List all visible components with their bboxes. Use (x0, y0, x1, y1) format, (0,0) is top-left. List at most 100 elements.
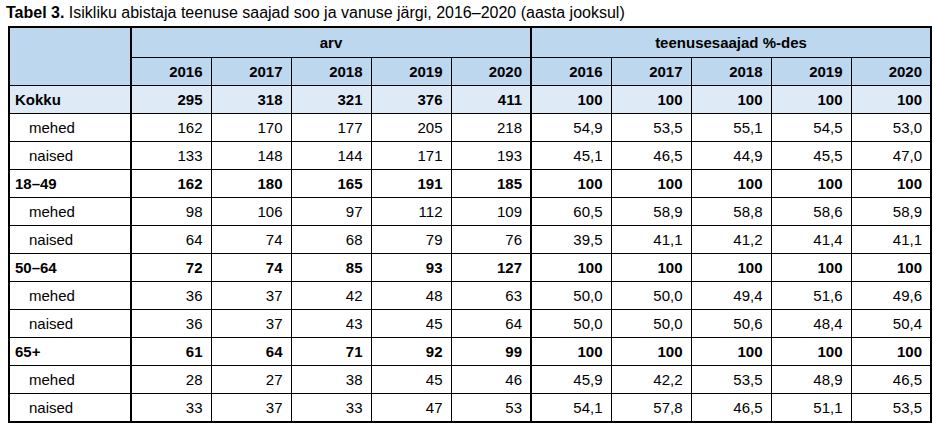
value-cell: 64 (451, 310, 531, 338)
value-cell: 93 (371, 254, 451, 282)
value-cell: 58,9 (611, 198, 691, 226)
value-cell: 148 (211, 142, 291, 170)
value-cell: 61 (131, 338, 211, 366)
row-label-cell: naised (9, 394, 131, 423)
value-cell: 53,5 (691, 366, 771, 394)
value-cell: 100 (851, 338, 931, 366)
table-row: naised647468797639,541,141,241,441,1 (9, 226, 931, 254)
value-cell: 54,5 (771, 114, 851, 142)
value-cell: 376 (371, 86, 451, 114)
value-cell: 41,1 (851, 226, 931, 254)
table-row: mehed981069711210960,558,958,858,658,9 (9, 198, 931, 226)
value-cell: 33 (291, 394, 371, 423)
value-cell: 57,8 (611, 394, 691, 423)
group-header-pct: teenusesaajad %-des (531, 27, 931, 58)
year-header-cell: 2018 (291, 58, 371, 86)
value-cell: 37 (211, 282, 291, 310)
table-row: naised363743456450,050,050,648,450,4 (9, 310, 931, 338)
value-cell: 109 (451, 198, 531, 226)
value-cell: 100 (531, 86, 611, 114)
value-cell: 100 (851, 170, 931, 198)
corner-cell (9, 27, 131, 86)
value-cell: 48,9 (771, 366, 851, 394)
table-title: Tabel 3. Isikliku abistaja teenuse saaja… (0, 0, 933, 25)
value-cell: 100 (851, 86, 931, 114)
value-cell: 50,0 (531, 282, 611, 310)
year-header-cell: 2019 (371, 58, 451, 86)
value-cell: 191 (371, 170, 451, 198)
value-cell: 41,4 (771, 226, 851, 254)
table-row: mehed363742486350,050,049,451,649,6 (9, 282, 931, 310)
value-cell: 46,5 (611, 142, 691, 170)
row-label-cell: Kokku (9, 86, 131, 114)
value-cell: 58,6 (771, 198, 851, 226)
value-cell: 46 (451, 366, 531, 394)
value-cell: 42 (291, 282, 371, 310)
row-label-cell: mehed (9, 282, 131, 310)
value-cell: 170 (211, 114, 291, 142)
value-cell: 47,0 (851, 142, 931, 170)
value-cell: 53 (451, 394, 531, 423)
value-cell: 45,1 (531, 142, 611, 170)
table-title-text: Isikliku abistaja teenuse saajad soo ja … (64, 4, 624, 21)
row-label-cell: 18–49 (9, 170, 131, 198)
value-cell: 50,4 (851, 310, 931, 338)
value-cell: 100 (611, 170, 691, 198)
value-cell: 180 (211, 170, 291, 198)
value-cell: 100 (611, 254, 691, 282)
value-cell: 41,1 (611, 226, 691, 254)
value-cell: 97 (291, 198, 371, 226)
year-header-cell: 2017 (611, 58, 691, 86)
value-cell: 100 (691, 170, 771, 198)
row-label-cell: naised (9, 142, 131, 170)
value-cell: 64 (131, 226, 211, 254)
value-cell: 27 (211, 366, 291, 394)
value-cell: 100 (531, 338, 611, 366)
table-row: Kokku295318321376411100100100100100 (9, 86, 931, 114)
value-cell: 33 (131, 394, 211, 423)
value-cell: 100 (771, 170, 851, 198)
value-cell: 68 (291, 226, 371, 254)
row-label-cell: 50–64 (9, 254, 131, 282)
year-header-cell: 2017 (211, 58, 291, 86)
row-label-cell: naised (9, 310, 131, 338)
value-cell: 171 (371, 142, 451, 170)
value-cell: 36 (131, 310, 211, 338)
value-cell: 50,0 (611, 282, 691, 310)
value-cell: 162 (131, 170, 211, 198)
value-cell: 98 (131, 198, 211, 226)
value-cell: 60,5 (531, 198, 611, 226)
value-cell: 100 (771, 338, 851, 366)
value-cell: 38 (291, 366, 371, 394)
value-cell: 92 (371, 338, 451, 366)
value-cell: 100 (531, 170, 611, 198)
value-cell: 37 (211, 310, 291, 338)
value-cell: 74 (211, 254, 291, 282)
value-cell: 48,4 (771, 310, 851, 338)
value-cell: 185 (451, 170, 531, 198)
table-row: 65+6164719299100100100100100 (9, 338, 931, 366)
value-cell: 64 (211, 338, 291, 366)
value-cell: 53,5 (851, 394, 931, 423)
value-cell: 58,8 (691, 198, 771, 226)
value-cell: 218 (451, 114, 531, 142)
value-cell: 71 (291, 338, 371, 366)
value-cell: 100 (851, 254, 931, 282)
value-cell: 58,9 (851, 198, 931, 226)
table-title-label: Tabel 3. (6, 4, 64, 21)
value-cell: 50,6 (691, 310, 771, 338)
table-row: 18–49162180165191185100100100100100 (9, 170, 931, 198)
value-cell: 51,6 (771, 282, 851, 310)
value-cell: 193 (451, 142, 531, 170)
value-cell: 100 (771, 86, 851, 114)
value-cell: 49,6 (851, 282, 931, 310)
value-cell: 55,1 (691, 114, 771, 142)
value-cell: 43 (291, 310, 371, 338)
row-label-cell: mehed (9, 366, 131, 394)
value-cell: 321 (291, 86, 371, 114)
year-header-cell: 2020 (851, 58, 931, 86)
value-cell: 112 (371, 198, 451, 226)
value-cell: 50,0 (531, 310, 611, 338)
value-cell: 79 (371, 226, 451, 254)
table-row: naised13314814417119345,146,544,945,547,… (9, 142, 931, 170)
